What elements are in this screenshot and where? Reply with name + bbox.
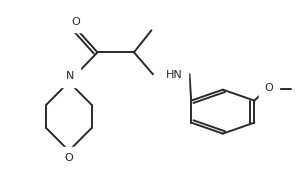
Text: N: N (66, 71, 75, 81)
Text: O: O (264, 83, 273, 93)
Text: O: O (65, 153, 73, 163)
Text: O: O (71, 16, 80, 26)
Text: HN: HN (166, 70, 182, 80)
